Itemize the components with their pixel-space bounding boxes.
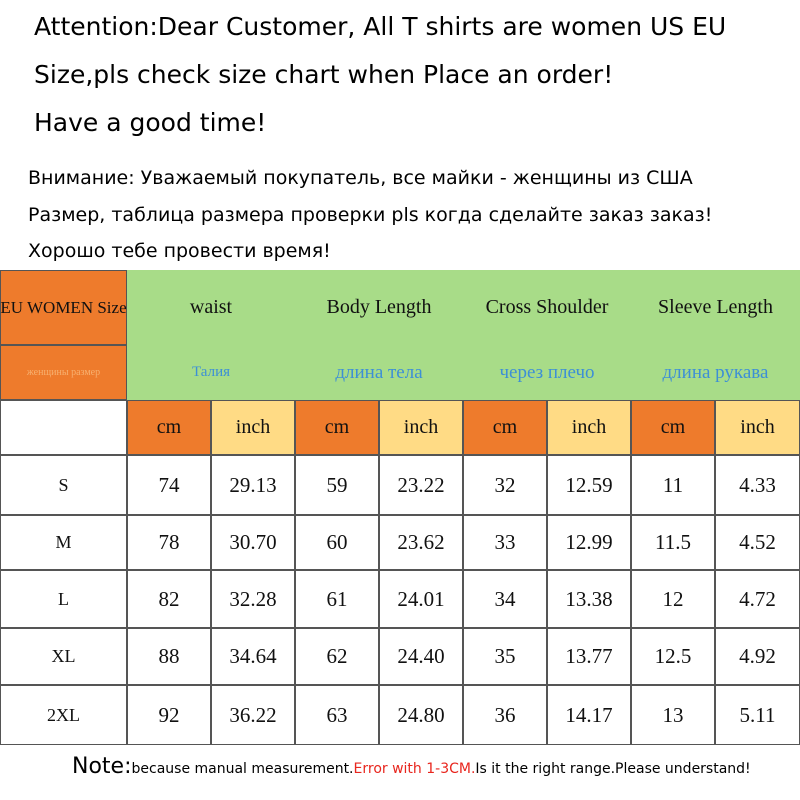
unit-header: inch bbox=[547, 400, 631, 455]
measurement: 63 bbox=[295, 685, 379, 745]
size-label: 2XL bbox=[0, 685, 127, 745]
measurement: 11 bbox=[631, 455, 715, 515]
measurement: 32.28 bbox=[211, 570, 295, 628]
note-text: because manual measurement. bbox=[131, 761, 354, 777]
note-text: Is it the right range.Please understand! bbox=[475, 761, 751, 777]
measurement: 23.22 bbox=[379, 455, 463, 515]
measurement: 30.70 bbox=[211, 515, 295, 570]
unit-header: inch bbox=[379, 400, 463, 455]
column-header-ru: длина тела bbox=[295, 345, 463, 400]
unit-header: inch bbox=[211, 400, 295, 455]
measurement: 36 bbox=[463, 685, 547, 745]
measurement: 32 bbox=[463, 455, 547, 515]
measurement: 12.5 bbox=[631, 628, 715, 685]
measurement: 11.5 bbox=[631, 515, 715, 570]
notice-ru-line: Размер, таблица размера проверки pls ког… bbox=[28, 204, 713, 226]
unit-header: cm bbox=[127, 400, 211, 455]
measurement: 13 bbox=[631, 685, 715, 745]
measurement: 59 bbox=[295, 455, 379, 515]
measurement: 4.33 bbox=[715, 455, 800, 515]
measurement: 12 bbox=[631, 570, 715, 628]
notice-ru-line: Внимание: Уважаемый покупатель, все майк… bbox=[28, 167, 693, 189]
unit-header: cm bbox=[631, 400, 715, 455]
column-header-ru: Талия bbox=[127, 345, 295, 400]
column-header-ru: длина рукава bbox=[631, 345, 800, 400]
measurement: 33 bbox=[463, 515, 547, 570]
measurement: 92 bbox=[127, 685, 211, 745]
corner-header-ru: женщины размер bbox=[0, 345, 127, 400]
notice-ru-line: Хорошо тебе провести время! bbox=[28, 240, 331, 262]
measurement: 60 bbox=[295, 515, 379, 570]
measurement: 24.01 bbox=[379, 570, 463, 628]
corner-header: EU WOMEN Size bbox=[0, 270, 127, 345]
measurement: 13.77 bbox=[547, 628, 631, 685]
notice-en-line: Attention:Dear Customer, All T shirts ar… bbox=[34, 12, 727, 41]
measurement: 23.62 bbox=[379, 515, 463, 570]
measurement: 74 bbox=[127, 455, 211, 515]
notice-en-line: Size,pls check size chart when Place an … bbox=[34, 60, 614, 89]
blank-cell bbox=[0, 400, 127, 455]
measurement: 14.17 bbox=[547, 685, 631, 745]
notice-en-line: Have a good time! bbox=[34, 108, 267, 137]
measurement: 4.52 bbox=[715, 515, 800, 570]
size-label: M bbox=[0, 515, 127, 570]
measurement: 88 bbox=[127, 628, 211, 685]
measurement: 34.64 bbox=[211, 628, 295, 685]
measurement: 4.72 bbox=[715, 570, 800, 628]
size-label: XL bbox=[0, 628, 127, 685]
note-warning: Error with 1-3CM. bbox=[353, 761, 476, 777]
measurement: 12.59 bbox=[547, 455, 631, 515]
measurement: 24.40 bbox=[379, 628, 463, 685]
measurement: 4.92 bbox=[715, 628, 800, 685]
size-label: L bbox=[0, 570, 127, 628]
measurement: 61 bbox=[295, 570, 379, 628]
column-header: Sleeve Length bbox=[631, 270, 800, 345]
measurement: 24.80 bbox=[379, 685, 463, 745]
size-label: S bbox=[0, 455, 127, 515]
measurement: 13.38 bbox=[547, 570, 631, 628]
column-header: Body Length bbox=[295, 270, 463, 345]
column-header-ru: через плечо bbox=[463, 345, 631, 400]
measurement: 36.22 bbox=[211, 685, 295, 745]
measurement: 82 bbox=[127, 570, 211, 628]
unit-header: inch bbox=[715, 400, 800, 455]
column-header: waist bbox=[127, 270, 295, 345]
column-header: Cross Shoulder bbox=[463, 270, 631, 345]
measurement: 62 bbox=[295, 628, 379, 685]
measurement: 29.13 bbox=[211, 455, 295, 515]
measurement: 35 bbox=[463, 628, 547, 685]
unit-header: cm bbox=[295, 400, 379, 455]
measurement: 34 bbox=[463, 570, 547, 628]
note-label: Note: bbox=[72, 754, 132, 779]
measurement: 12.99 bbox=[547, 515, 631, 570]
measurement: 5.11 bbox=[715, 685, 800, 745]
note: Note:because manual measurement.Error wi… bbox=[72, 754, 751, 779]
measurement: 78 bbox=[127, 515, 211, 570]
unit-header: cm bbox=[463, 400, 547, 455]
